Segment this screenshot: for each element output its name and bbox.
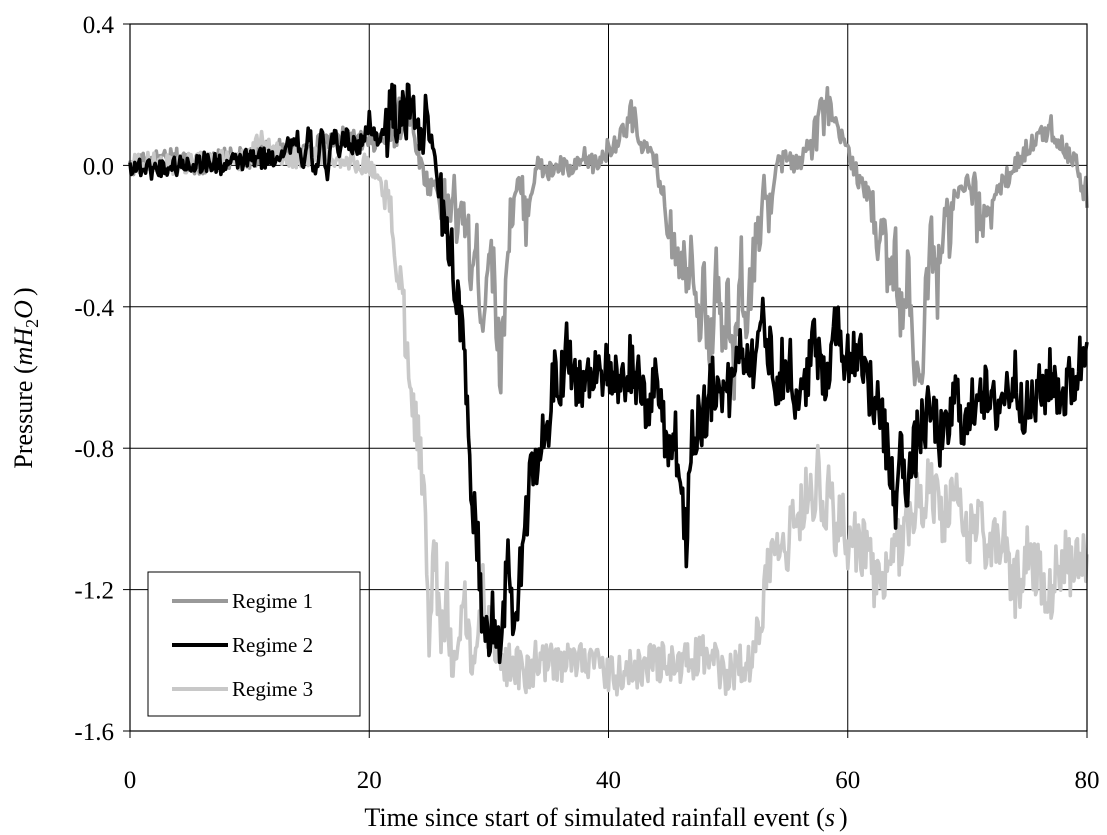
y-tick-label: -0.4 [74, 295, 114, 322]
legend-label: Regime 2 [232, 633, 313, 657]
y-tick-label: -0.8 [74, 436, 114, 463]
x-tick-label: 60 [835, 767, 860, 794]
y-tick-label: -1.6 [74, 719, 114, 746]
y-tick-label: 0.0 [83, 153, 114, 180]
x-tick-label: 0 [124, 767, 137, 794]
x-tick-label: 80 [1075, 767, 1100, 794]
legend-label: Regime 1 [232, 589, 313, 613]
y-tick-label: -1.2 [74, 578, 114, 605]
x-tick-label: 20 [357, 767, 382, 794]
legend: Regime 1 Regime 2 Regime 3 [147, 571, 361, 717]
x-tick-label: 40 [596, 767, 621, 794]
series-layer [128, 82, 1089, 697]
y-axis-title: Pressure (mH2O) [9, 287, 42, 468]
series-line-regime-2 [128, 82, 1089, 665]
y-tick-label: 0.4 [83, 12, 115, 39]
x-axis-title: Time since start of simulated rainfall e… [364, 803, 847, 832]
legend-label: Regime 3 [232, 677, 313, 701]
tick-labels: 0 20 40 60 80 0.4 0.0 -0.4 -0.8 -1.2 -1.6 [74, 12, 1099, 794]
series-line-regime-3 [128, 129, 1089, 697]
